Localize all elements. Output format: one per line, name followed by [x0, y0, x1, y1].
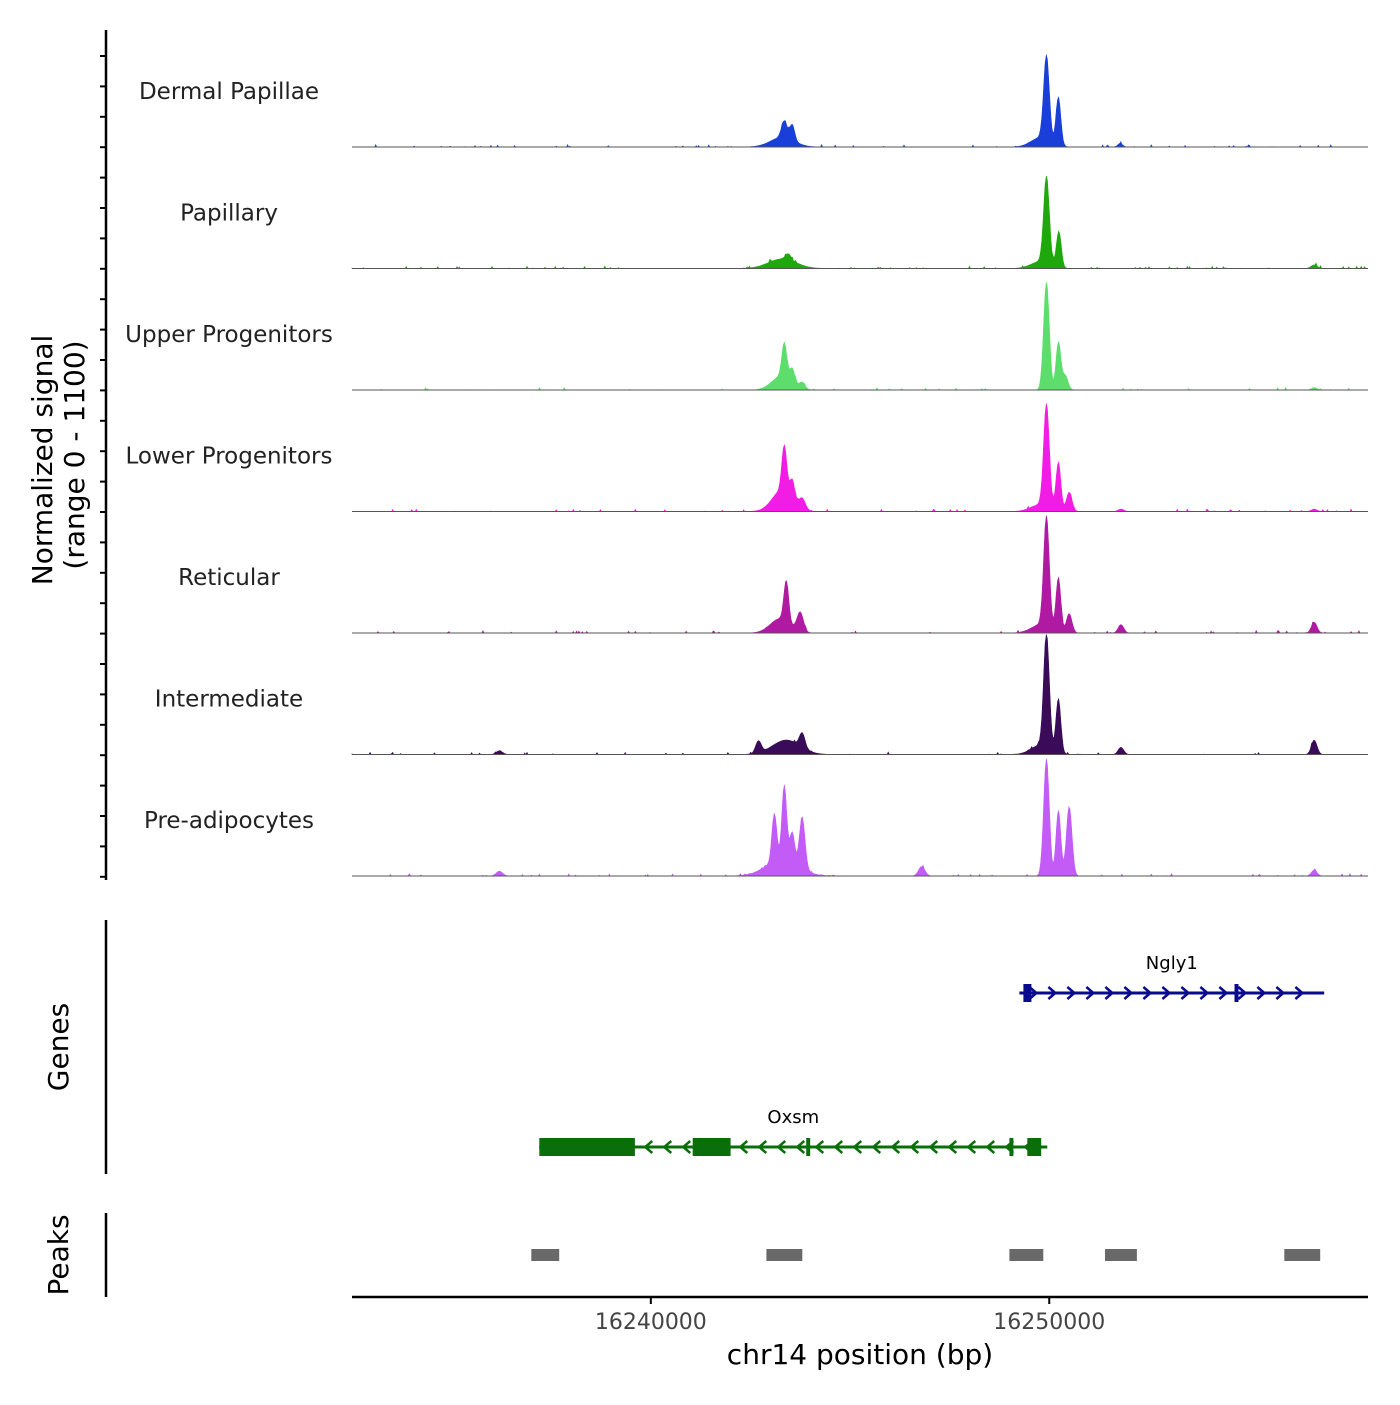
x-tick-label: 16240000 — [595, 1310, 707, 1335]
strand-arrow — [757, 1140, 768, 1154]
strand-arrow — [1199, 986, 1210, 1000]
strand-arrow — [871, 1140, 882, 1154]
strand-arrow — [1123, 986, 1134, 1000]
peaks-axis-label: Peaks — [42, 1214, 75, 1295]
gene-exon — [692, 1138, 731, 1156]
strand-arrow — [1028, 986, 1039, 1000]
track-label: Papillary — [180, 201, 278, 227]
signal-axis-range-label: (range 0 - 1100) — [58, 340, 91, 569]
genes-panel: Ngly1 Oxsm — [104, 920, 1325, 1174]
peak-region — [766, 1249, 803, 1261]
gene-exon — [539, 1138, 635, 1156]
strand-arrow — [795, 1140, 806, 1154]
x-tick-label: 16250000 — [993, 1310, 1105, 1335]
strand-arrow — [1104, 986, 1115, 1000]
strand-arrow — [1256, 986, 1267, 1000]
gene-ngly1: Ngly1 — [1019, 953, 1325, 1002]
track-papillary: Papillary — [180, 175, 1368, 270]
gene-oxsm: Oxsm — [539, 1107, 1048, 1156]
strand-arrow — [1066, 986, 1077, 1000]
gene-label: Ngly1 — [1146, 953, 1198, 974]
peak-region — [1284, 1249, 1321, 1261]
peak-region — [531, 1249, 560, 1261]
track-label: Pre-adipocytes — [144, 808, 314, 834]
strand-arrow — [662, 1140, 673, 1154]
track-label: Upper Progenitors — [125, 322, 333, 348]
signal-area — [352, 515, 1368, 634]
track-intermediate: Intermediate — [155, 634, 1368, 756]
track-reticular: Reticular — [178, 515, 1368, 634]
strand-arrow — [1180, 986, 1191, 1000]
signal-area — [352, 54, 1368, 148]
signal-area — [351, 634, 1368, 756]
strand-arrow — [1047, 986, 1058, 1000]
peak-region — [1009, 1249, 1044, 1261]
gene-exon — [1023, 984, 1032, 1002]
strand-arrow — [1142, 986, 1153, 1000]
signal-axis — [100, 30, 108, 880]
strand-arrow — [1294, 986, 1305, 1000]
strand-arrow — [681, 1140, 692, 1154]
strand-arrow — [1218, 986, 1229, 1000]
track-label: Lower Progenitors — [126, 444, 333, 470]
track-label: Reticular — [178, 565, 280, 591]
signal-axis-label: Normalized signal — [26, 335, 59, 586]
gene-label: Oxsm — [767, 1107, 819, 1128]
strand-arrow — [890, 1140, 901, 1154]
track-label: Dermal Papillae — [139, 79, 319, 105]
peak-region — [1105, 1249, 1137, 1261]
track-upper-progenitors: Upper Progenitors — [125, 282, 1368, 391]
strand-arrow — [909, 1140, 920, 1154]
strand-arrow — [1275, 986, 1286, 1000]
strand-arrow — [776, 1140, 787, 1154]
signal-area — [352, 282, 1368, 391]
signal-area — [351, 175, 1368, 270]
track-pre-adipocytes: Pre-adipocytes — [144, 758, 1368, 877]
strand-arrow — [1085, 986, 1096, 1000]
strand-arrow — [814, 1140, 825, 1154]
strand-arrow — [1237, 986, 1248, 1000]
gene-exon — [1234, 984, 1239, 1002]
track-dermal-papillae: Dermal Papillae — [139, 54, 1368, 148]
strand-arrow — [738, 1140, 749, 1154]
peaks-panel — [104, 1213, 1321, 1297]
strand-arrow — [985, 1140, 996, 1154]
x-axis: 16240000 16250000 — [352, 1295, 1368, 1335]
signal-tracks: Dermal Papillae Papillary Upper Progenitor… — [125, 54, 1368, 877]
signal-area — [352, 403, 1368, 512]
strand-arrow — [1161, 986, 1172, 1000]
strand-arrow — [928, 1140, 939, 1154]
strand-arrow — [833, 1140, 844, 1154]
strand-arrow — [947, 1140, 958, 1154]
gene-exon — [1009, 1138, 1014, 1156]
strand-arrow — [966, 1140, 977, 1154]
gene-exon — [1027, 1138, 1042, 1156]
gene-exon — [806, 1138, 811, 1156]
signal-area — [352, 758, 1368, 877]
genes-axis-label: Genes — [42, 1003, 75, 1091]
track-label: Intermediate — [155, 687, 303, 713]
strand-arrow — [643, 1140, 654, 1154]
x-axis-label: chr14 position (bp) — [727, 1338, 993, 1371]
track-lower-progenitors: Lower Progenitors — [126, 403, 1368, 512]
strand-arrow — [852, 1140, 863, 1154]
